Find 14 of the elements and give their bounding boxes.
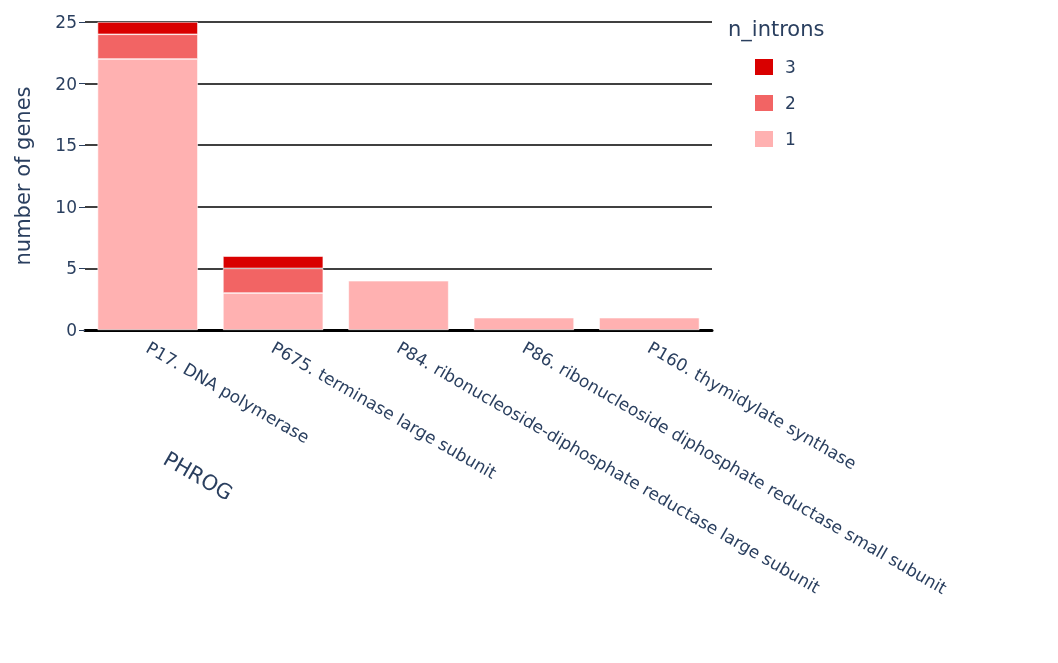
legend-title: n_introns [728, 16, 825, 42]
legend-label: 1 [785, 129, 796, 149]
y-tick-label: 15 [55, 135, 77, 156]
y-tick-label: 5 [66, 258, 77, 279]
bar [473, 317, 575, 330]
y-tick-label: 0 [66, 320, 77, 340]
bar [599, 317, 700, 330]
y-tick-label: 10 [55, 196, 77, 217]
y-tick-label: 20 [55, 73, 77, 94]
y-axis-title: number of genes [10, 86, 35, 266]
legend-label: 3 [785, 57, 796, 77]
y-tick-label: 25 [55, 12, 77, 32]
legend-label: 2 [785, 93, 796, 113]
bar [348, 280, 449, 330]
